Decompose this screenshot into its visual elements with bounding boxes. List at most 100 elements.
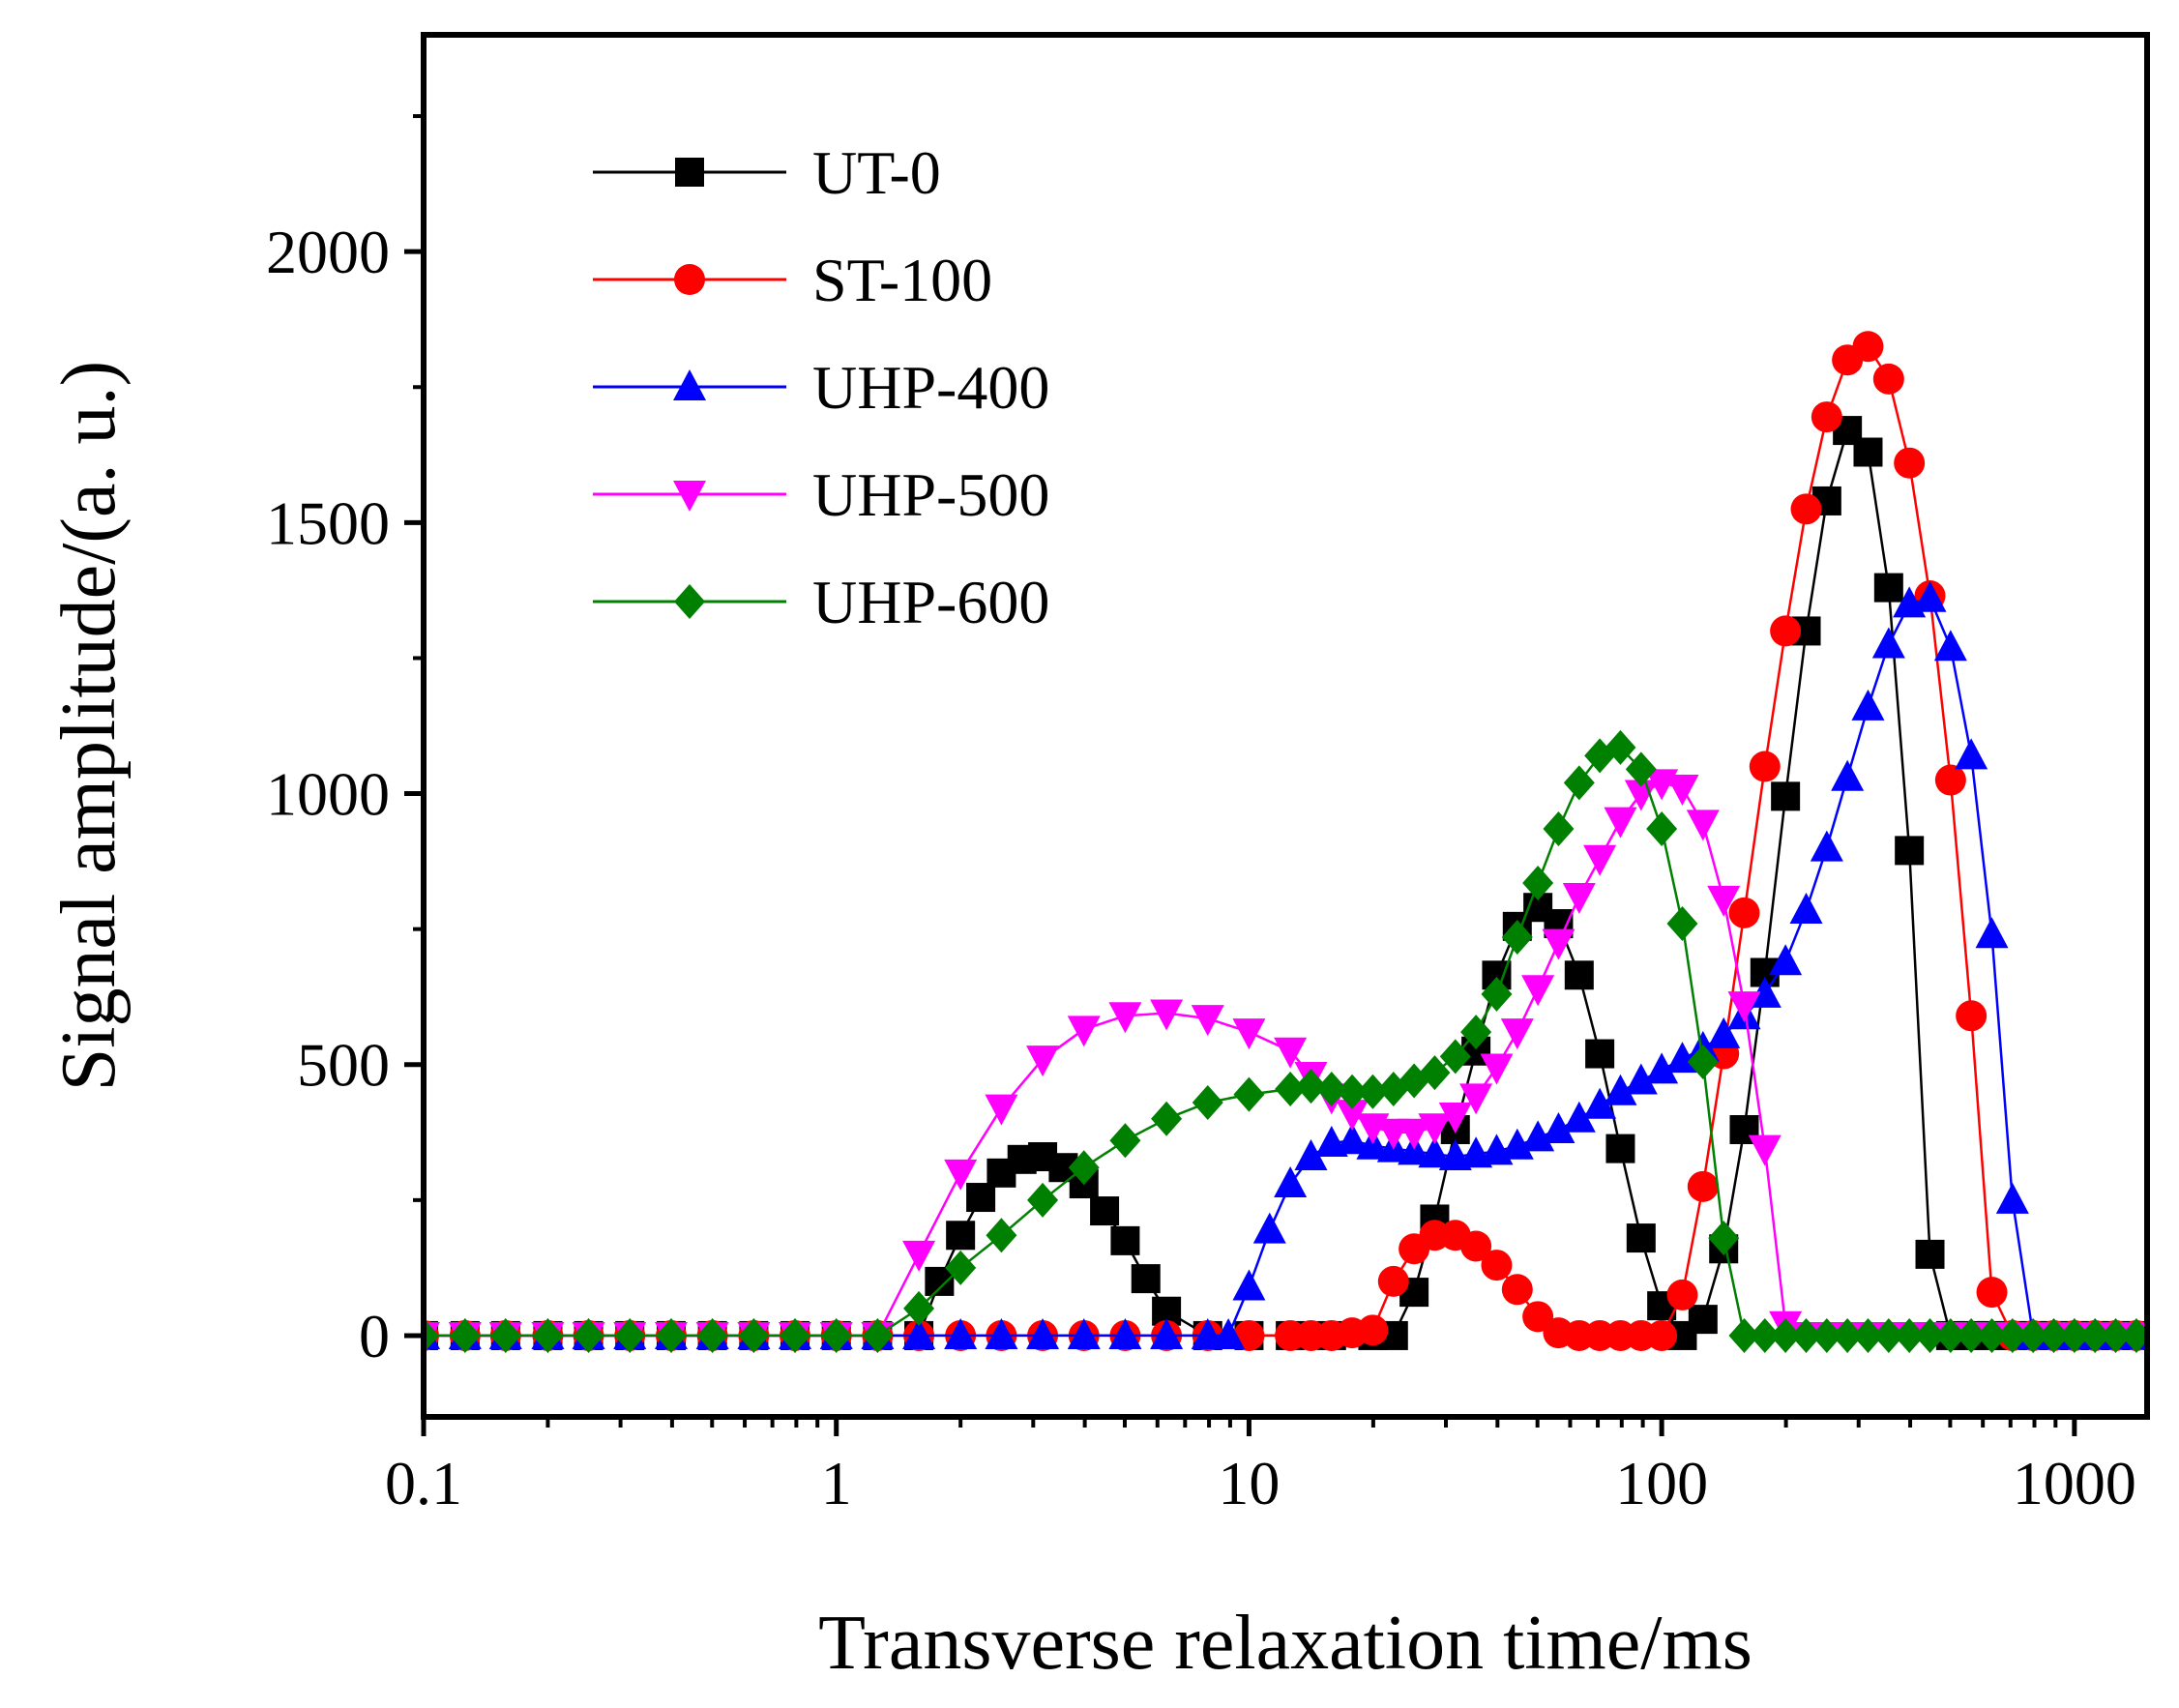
- legend-marker: [674, 584, 705, 619]
- data-point: [1131, 1264, 1161, 1294]
- legend-item: UHP-500: [593, 460, 1049, 529]
- data-point: [1604, 807, 1637, 839]
- data-point: [1151, 1101, 1183, 1136]
- data-point: [1956, 1317, 1988, 1353]
- data-point: [966, 1183, 996, 1213]
- legend-label: UHP-600: [812, 568, 1049, 636]
- data-point: [1728, 897, 1760, 928]
- data-point: [1543, 810, 1575, 846]
- data-point: [985, 1094, 1018, 1126]
- data-point: [1439, 1039, 1471, 1075]
- data-point: [1583, 844, 1617, 876]
- data-point: [1707, 885, 1741, 917]
- x-tick-label: 1000: [2013, 1449, 2136, 1517]
- data-point: [1727, 991, 1761, 1023]
- data-point: [1915, 1239, 1945, 1269]
- data-point: [1026, 1045, 1060, 1077]
- data-point: [1976, 1317, 2008, 1353]
- data-point: [1542, 1111, 1575, 1143]
- data-point: [1852, 1317, 1884, 1353]
- data-point: [1585, 1039, 1615, 1069]
- data-point: [655, 1317, 687, 1353]
- data-point: [1522, 866, 1554, 901]
- y-tick-label: 500: [297, 1031, 390, 1100]
- data-point: [1460, 1015, 1492, 1050]
- data-point: [1872, 1317, 1904, 1353]
- legend-item: UHP-400: [593, 353, 1049, 422]
- data-point: [1419, 1055, 1451, 1091]
- data-point: [1666, 1279, 1698, 1310]
- data-point: [1894, 447, 1926, 479]
- data-point: [424, 1317, 439, 1353]
- data-point: [1376, 1118, 1410, 1150]
- data-point: [1605, 729, 1636, 765]
- data-point: [1459, 1083, 1493, 1115]
- data-point: [944, 1159, 978, 1191]
- data-point: [1686, 810, 1720, 841]
- data-point: [1665, 774, 1699, 806]
- data-point: [1275, 1071, 1307, 1106]
- data-point: [614, 1317, 646, 1353]
- data-point: [1252, 1212, 1286, 1244]
- data-point: [1625, 751, 1657, 787]
- data-point: [1626, 1223, 1656, 1253]
- x-axis-title: Transverse relaxation time/ms: [818, 1601, 1752, 1686]
- data-point: [1108, 1317, 1142, 1349]
- series-line: [424, 427, 2136, 1338]
- data-point: [1336, 1123, 1369, 1155]
- data-point: [1150, 1317, 1184, 1349]
- x-tick-label: 10: [1218, 1449, 1280, 1517]
- data-point: [862, 1317, 894, 1353]
- data-point: [1274, 1037, 1308, 1069]
- data-point: [1771, 781, 1801, 811]
- legend-marker: [673, 369, 706, 400]
- data-point: [1810, 830, 1843, 862]
- data-point: [1769, 944, 1803, 976]
- data-point: [1852, 331, 1884, 363]
- data-point: [1357, 1074, 1389, 1109]
- data-point: [1398, 1118, 1431, 1150]
- data-point: [1728, 1317, 1760, 1353]
- data-point: [1108, 1002, 1142, 1034]
- data-point: [1687, 1170, 1719, 1202]
- data-point: [1583, 1087, 1617, 1119]
- data-point: [1481, 976, 1513, 1012]
- data-point: [1895, 836, 1925, 866]
- data-point: [779, 1317, 810, 1353]
- data-point: [1645, 1052, 1679, 1084]
- legend-label: UT-0: [812, 138, 941, 207]
- data-point: [902, 1240, 936, 1272]
- data-point: [2079, 1317, 2111, 1353]
- data-point: [2038, 1317, 2070, 1353]
- y-tick-label: 1500: [266, 488, 390, 557]
- data-point: [1357, 1314, 1389, 1346]
- data-point: [1851, 689, 1885, 721]
- data-point: [1315, 1071, 1347, 1106]
- plot-frame: [421, 32, 2150, 1420]
- data-point: [1274, 1166, 1308, 1198]
- data-point: [944, 1317, 978, 1349]
- data-point: [985, 1317, 1018, 1349]
- data-point: [1956, 1000, 1988, 1032]
- data-point: [1749, 1317, 1781, 1353]
- series-ut-0: [424, 416, 2147, 1350]
- data-point: [902, 1317, 936, 1349]
- data-point: [1191, 1005, 1224, 1037]
- data-point: [489, 1317, 521, 1353]
- data-point: [1666, 906, 1698, 942]
- series-uhp-600: [424, 729, 2147, 1353]
- data-point: [903, 1290, 935, 1326]
- series-uhp-500: [424, 769, 2147, 1353]
- data-point: [1067, 1016, 1101, 1047]
- legend-item: ST-100: [593, 246, 992, 314]
- legend-marker: [674, 264, 705, 295]
- data-point: [1438, 1102, 1472, 1134]
- data-point: [946, 1221, 976, 1251]
- data-point: [1871, 627, 1905, 659]
- data-point: [1624, 1063, 1658, 1095]
- data-point: [1337, 1074, 1369, 1109]
- data-point: [1934, 764, 1966, 796]
- data-point: [1811, 401, 1842, 433]
- data-point: [1894, 1317, 1926, 1353]
